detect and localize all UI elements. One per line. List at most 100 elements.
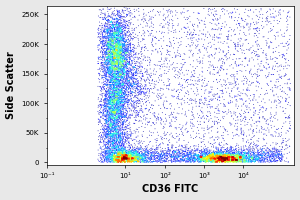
Point bbox=[124, 70, 129, 73]
Point bbox=[167, 102, 172, 106]
Point bbox=[122, 81, 127, 84]
Point bbox=[111, 80, 116, 83]
Point bbox=[123, 121, 128, 124]
Point bbox=[234, 144, 239, 147]
Point bbox=[206, 155, 211, 159]
Point bbox=[225, 57, 230, 60]
Point bbox=[134, 64, 138, 67]
Point bbox=[278, 13, 283, 16]
Point bbox=[118, 159, 122, 162]
Point bbox=[147, 108, 152, 111]
Point bbox=[128, 153, 133, 156]
Point bbox=[121, 67, 126, 70]
Point bbox=[101, 49, 106, 52]
Point bbox=[123, 24, 128, 28]
Point bbox=[127, 152, 131, 155]
Point bbox=[119, 41, 124, 45]
Point bbox=[223, 148, 228, 151]
Point bbox=[107, 130, 112, 133]
Point bbox=[119, 147, 124, 150]
Point bbox=[117, 28, 122, 32]
Point bbox=[136, 156, 141, 159]
Point bbox=[180, 126, 185, 129]
Point bbox=[109, 129, 114, 132]
Point bbox=[110, 61, 115, 64]
Point bbox=[104, 19, 109, 22]
Point bbox=[117, 65, 122, 68]
Point bbox=[163, 149, 168, 152]
Point bbox=[201, 160, 206, 163]
Point bbox=[115, 128, 120, 131]
Point bbox=[145, 120, 150, 124]
Point bbox=[171, 151, 176, 155]
Point bbox=[115, 79, 119, 82]
Point bbox=[215, 155, 220, 158]
Point bbox=[113, 111, 118, 114]
Point bbox=[111, 106, 116, 109]
Point bbox=[197, 151, 202, 154]
Point bbox=[115, 41, 119, 45]
Point bbox=[267, 66, 272, 69]
Point bbox=[116, 68, 120, 72]
Point bbox=[150, 9, 155, 13]
Point bbox=[108, 151, 113, 154]
Point bbox=[102, 128, 106, 132]
Point bbox=[123, 156, 128, 160]
Point bbox=[117, 43, 122, 46]
Point bbox=[141, 152, 146, 155]
Point bbox=[100, 61, 105, 64]
Point bbox=[117, 105, 122, 108]
Point bbox=[182, 52, 187, 55]
Point bbox=[232, 43, 237, 46]
Point bbox=[110, 60, 115, 63]
Point bbox=[109, 52, 114, 56]
Point bbox=[102, 34, 107, 38]
Point bbox=[169, 159, 174, 162]
Point bbox=[98, 140, 103, 143]
Point bbox=[140, 65, 144, 68]
Point bbox=[113, 128, 118, 131]
Point bbox=[160, 65, 165, 68]
Point bbox=[107, 112, 112, 116]
Point bbox=[135, 159, 140, 163]
Point bbox=[222, 115, 226, 118]
Point bbox=[109, 99, 114, 102]
Point bbox=[109, 53, 113, 56]
Point bbox=[100, 32, 104, 36]
Point bbox=[116, 159, 120, 163]
Point bbox=[220, 160, 225, 163]
Point bbox=[101, 108, 106, 111]
Point bbox=[132, 156, 137, 159]
Point bbox=[206, 30, 210, 34]
Point bbox=[103, 17, 107, 20]
Point bbox=[99, 46, 104, 50]
Point bbox=[100, 55, 105, 58]
Point bbox=[240, 154, 244, 157]
Point bbox=[133, 82, 137, 86]
Point bbox=[216, 157, 221, 160]
Point bbox=[245, 121, 250, 124]
Point bbox=[96, 98, 100, 101]
Point bbox=[104, 39, 109, 43]
Point bbox=[180, 83, 185, 87]
Point bbox=[178, 154, 183, 158]
Point bbox=[113, 62, 118, 65]
Point bbox=[286, 59, 291, 62]
Point bbox=[112, 32, 117, 35]
Point bbox=[212, 158, 216, 161]
Point bbox=[218, 159, 223, 162]
Point bbox=[128, 160, 133, 163]
Point bbox=[115, 97, 120, 100]
Point bbox=[226, 156, 230, 159]
Point bbox=[127, 150, 132, 153]
Point bbox=[212, 122, 217, 125]
Point bbox=[217, 95, 222, 99]
Point bbox=[248, 83, 253, 87]
Point bbox=[210, 27, 215, 30]
Point bbox=[236, 152, 240, 156]
Point bbox=[117, 92, 122, 96]
Point bbox=[174, 155, 179, 158]
Point bbox=[143, 107, 148, 110]
Point bbox=[108, 55, 113, 58]
Point bbox=[147, 157, 152, 160]
